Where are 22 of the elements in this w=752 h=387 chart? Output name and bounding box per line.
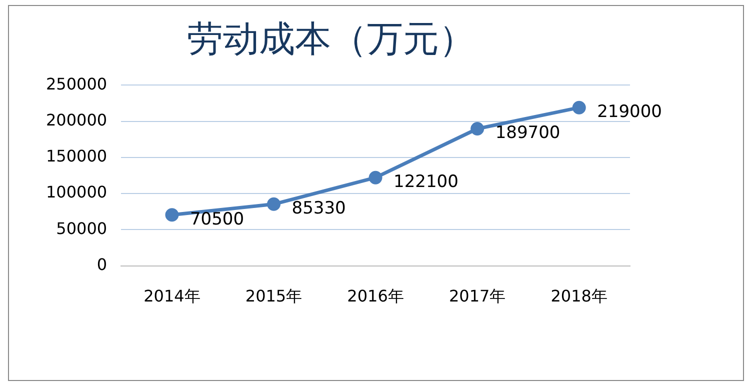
y-tick-label: 100000 (46, 182, 108, 202)
x-tick-label: 2015年 (245, 286, 302, 306)
x-tick-label: 2016年 (347, 286, 404, 306)
x-tick-label: 2017年 (448, 286, 506, 306)
y-tick-label: 0 (96, 254, 108, 274)
point (368, 170, 382, 184)
point (267, 197, 281, 211)
x-tick-label: 2018年 (550, 286, 608, 306)
data-label: 85330 (292, 198, 346, 219)
data-label: 70500 (190, 209, 244, 230)
y-tick-label: 150000 (46, 146, 108, 166)
x-tick-label: 2014年 (144, 286, 200, 306)
data-label: 189700 (495, 123, 560, 144)
y-tick-label: 50000 (56, 218, 108, 238)
point (470, 122, 484, 136)
point (165, 208, 179, 222)
chart-title: 劳动成本（万元） (187, 19, 475, 60)
y-tick-label: 200000 (46, 110, 108, 130)
data-label: 219000 (597, 102, 662, 122)
data-label: 122100 (394, 172, 458, 192)
point (572, 100, 586, 114)
y-tick-label: 250000 (46, 74, 108, 94)
